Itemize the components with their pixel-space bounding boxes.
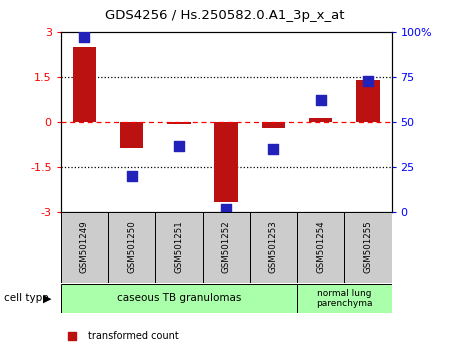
Text: GSM501252: GSM501252: [221, 220, 230, 273]
Bar: [61, 284, 297, 313]
Point: [68, 333, 76, 339]
Point: [128, 173, 135, 179]
Bar: [297, 212, 344, 283]
Text: GSM501251: GSM501251: [175, 220, 184, 273]
Bar: [155, 212, 202, 283]
Point: [176, 143, 183, 148]
Text: transformed count: transformed count: [88, 331, 179, 341]
Point: [317, 98, 324, 103]
Text: cell type: cell type: [4, 293, 49, 303]
Bar: [61, 212, 108, 283]
Bar: [214, 122, 238, 202]
Text: GSM501255: GSM501255: [364, 220, 373, 273]
Text: GSM501250: GSM501250: [127, 220, 136, 273]
Text: ▶: ▶: [43, 293, 52, 303]
Bar: [261, 122, 285, 128]
Bar: [167, 122, 191, 124]
Point: [364, 78, 372, 84]
Bar: [309, 118, 333, 122]
Bar: [202, 212, 250, 283]
Bar: [108, 212, 155, 283]
Text: caseous TB granulomas: caseous TB granulomas: [117, 293, 241, 303]
Bar: [72, 47, 96, 122]
Bar: [356, 80, 380, 122]
Text: normal lung
parenchyma: normal lung parenchyma: [316, 289, 373, 308]
Bar: [250, 212, 297, 283]
Point: [270, 147, 277, 152]
Text: GSM501253: GSM501253: [269, 220, 278, 273]
Text: GSM501249: GSM501249: [80, 220, 89, 273]
Bar: [344, 212, 392, 283]
Bar: [297, 284, 392, 313]
Point: [81, 34, 88, 40]
Text: GSM501254: GSM501254: [316, 220, 325, 273]
Bar: [120, 122, 144, 148]
Text: GDS4256 / Hs.250582.0.A1_3p_x_at: GDS4256 / Hs.250582.0.A1_3p_x_at: [105, 9, 345, 22]
Point: [222, 206, 230, 212]
